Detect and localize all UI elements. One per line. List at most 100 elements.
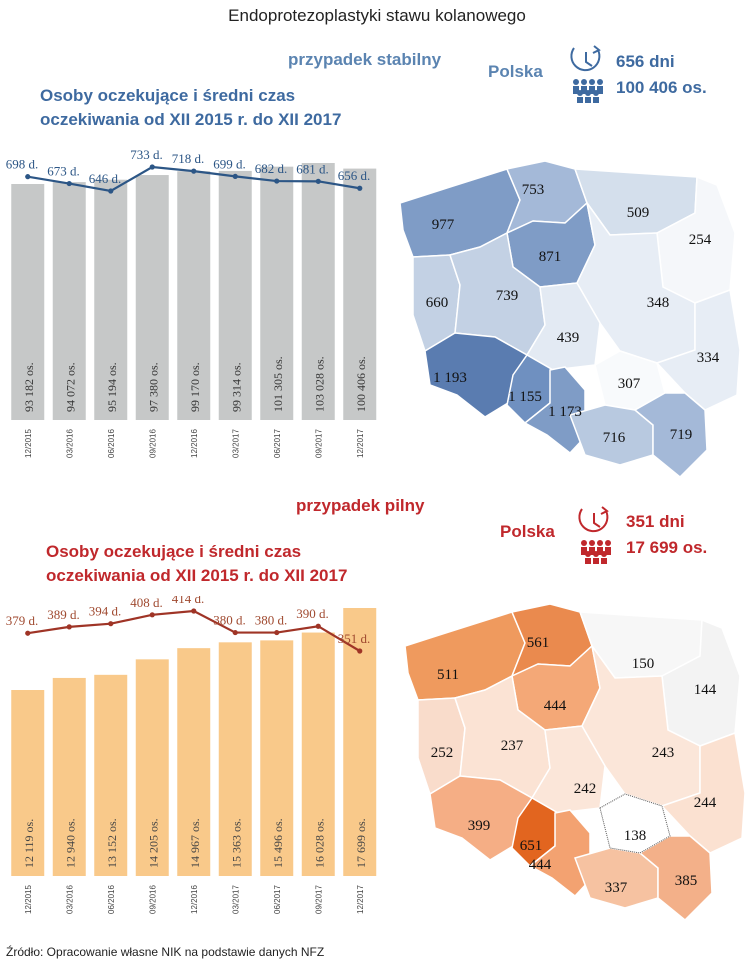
map-value: 254 [689, 232, 712, 248]
map-region-lodzkie [530, 725, 606, 814]
map-value: 1 193 [433, 370, 467, 386]
bar [135, 175, 169, 420]
line-point [25, 630, 31, 636]
bar [94, 179, 128, 420]
urgent-chart-title-line1: Osoby oczekujące i średni czas [46, 542, 302, 561]
map-region-slaskie [523, 366, 586, 455]
map-value: 509 [627, 205, 650, 221]
x-tick-label: 09/2016 [148, 429, 157, 458]
map-value: 348 [647, 295, 670, 311]
line-point [357, 648, 363, 654]
map-value: 561 [527, 635, 550, 651]
x-tick-label: 03/2017 [231, 429, 240, 458]
stable-days: 656 dni [616, 52, 675, 71]
line-label: 379 d. [6, 613, 39, 628]
urgent-people: 17 699 os. [626, 538, 708, 557]
stable-clock-people-icon [570, 45, 603, 103]
line-label: 682 d. [255, 161, 288, 176]
bar-label: 17 699 os. [354, 818, 368, 868]
urgent-chart-title-line2: oczekiwania od XII 2015 r. do XII 2017 [46, 566, 348, 585]
stable-map: 977 753 509 254 871 660 739 348 439 334 … [399, 160, 741, 479]
line-label: 699 d. [213, 156, 246, 171]
map-value: 444 [529, 857, 552, 873]
map-value: 871 [539, 249, 562, 265]
line-point [232, 629, 238, 636]
map-region-slaskie [528, 809, 591, 898]
line-point [108, 188, 114, 194]
map-value: 385 [675, 873, 698, 889]
urgent-chart: 12 119 os. 12/2015 12 940 os. 03/2016 13 152… [6, 596, 377, 914]
map-value: 651 [520, 838, 543, 854]
x-tick-label: 09/2017 [314, 429, 323, 458]
map-value: 439 [557, 330, 580, 346]
bar [52, 677, 86, 876]
line-point [274, 178, 280, 184]
page-title: Endoprotezoplastyki stawu kolanowego [228, 6, 526, 25]
map-region-podkarpackie [633, 392, 708, 479]
x-tick-label: 06/2016 [107, 429, 116, 458]
bar-label: 103 028 os. [312, 356, 326, 412]
line-point [191, 608, 197, 614]
line-label: 656 d. [338, 168, 371, 183]
stable-chart-title-line2: oczekiwania od XII 2015 r. do XII 2017 [40, 110, 342, 129]
bar [343, 168, 377, 420]
stable-chart-title-line1: Osoby oczekujące i średni czas [40, 86, 296, 105]
line-point [149, 612, 155, 618]
bar [177, 171, 211, 420]
bar-label: 99 314 os. [229, 362, 243, 412]
stable-chart-title: Osoby oczekujące i średni czas oczekiwan… [40, 84, 341, 132]
line-label: 394 d. [89, 604, 122, 619]
bar-label: 94 072 os. [63, 362, 77, 412]
map-value: 660 [426, 295, 449, 311]
map-value: 1 173 [548, 404, 582, 420]
urgent-days: 351 dni [626, 512, 685, 531]
urgent-region-label: Polska [500, 522, 555, 541]
bar [260, 166, 294, 420]
map-value: 237 [501, 738, 524, 754]
line-point [149, 164, 155, 170]
line-label: 351 d. [338, 631, 371, 646]
line-point [357, 185, 363, 191]
map-value: 444 [544, 698, 567, 714]
line-label: 733 d. [130, 147, 163, 162]
line-point [66, 624, 72, 630]
line-point [25, 174, 31, 180]
line-label: 408 d. [130, 596, 163, 610]
line-point [315, 623, 321, 629]
map-value: 337 [605, 880, 628, 896]
urgent-chart-title: Osoby oczekujące i średni czas oczekiwan… [46, 540, 347, 588]
line-point [108, 621, 114, 627]
x-tick-label: 09/2017 [314, 885, 323, 914]
urgent-case-label: przypadek pilny [296, 496, 425, 515]
bar [177, 648, 211, 876]
bar-label: 15 363 os. [229, 818, 243, 868]
bar-label: 12 940 os. [63, 818, 77, 868]
map-value: 739 [496, 288, 519, 304]
bar-label: 99 170 os. [188, 362, 202, 412]
map-value: 511 [437, 667, 459, 683]
clock-icon [578, 506, 609, 533]
x-tick-label: 12/2015 [24, 429, 33, 458]
x-tick-label: 06/2017 [273, 885, 282, 914]
line-point [315, 178, 321, 184]
line-label: 681 d. [296, 161, 329, 176]
map-value: 252 [431, 745, 454, 761]
source-note: Źródło: Opracowanie własne NIK na podsta… [6, 945, 325, 959]
stable-case-label: przypadek stabilny [288, 50, 442, 69]
x-tick-label: 12/2015 [24, 885, 33, 914]
line-label: 673 d. [47, 164, 80, 179]
bar-label: 14 205 os. [146, 818, 160, 868]
bar-label: 93 182 os. [22, 362, 36, 412]
map-value: 1 155 [508, 389, 542, 405]
line-label: 389 d. [47, 607, 80, 622]
bar [94, 674, 128, 876]
bar [135, 659, 169, 876]
line-label: 646 d. [89, 171, 122, 186]
x-tick-label: 06/2017 [273, 429, 282, 458]
urgent-map: 511 561 150 144 444 252 237 243 242 244 … [404, 603, 746, 922]
map-value: 138 [624, 828, 647, 844]
bar-label: 97 380 os. [146, 362, 160, 412]
map-value: 977 [432, 217, 455, 233]
bar [218, 642, 252, 876]
map-value: 399 [468, 818, 491, 834]
